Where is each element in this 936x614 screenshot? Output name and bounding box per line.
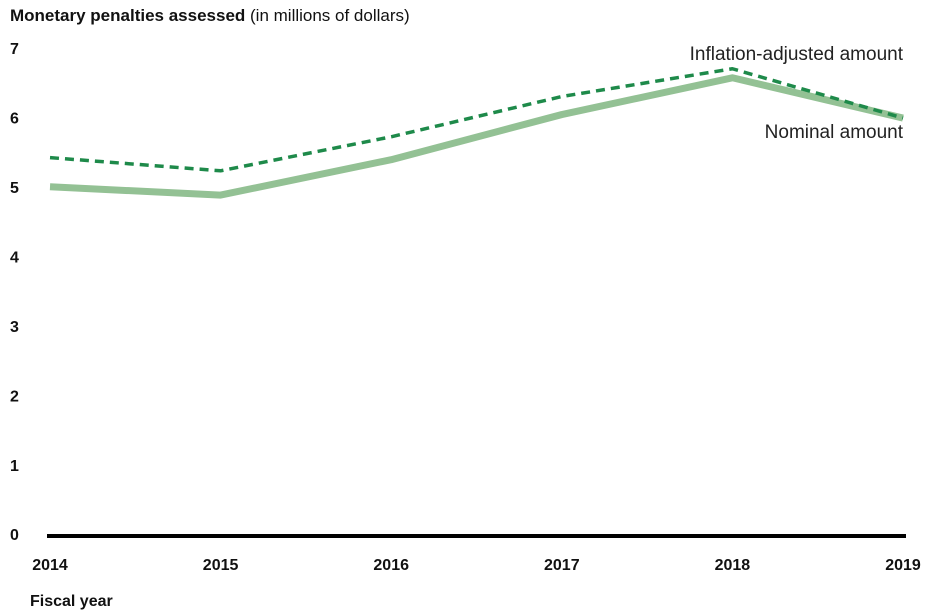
x-tick-label: 2019	[885, 557, 921, 574]
y-tick-label: 7	[10, 41, 19, 58]
chart-title-group: Monetary penalties assessed (in millions…	[10, 6, 410, 25]
y-tick-label: 5	[10, 180, 19, 197]
chart-title: Monetary penalties assessed	[10, 6, 245, 25]
series-label: Nominal amount	[765, 122, 904, 143]
series-line	[49, 74, 904, 199]
x-tick-label: 2018	[715, 557, 751, 574]
y-tick-label: 4	[10, 250, 19, 267]
y-tick-label: 6	[10, 111, 19, 128]
y-tick-label: 0	[10, 527, 19, 544]
y-tick-label: 1	[10, 458, 19, 475]
chart-title-note: (in millions of dollars)	[250, 6, 410, 25]
series-line	[49, 66, 904, 173]
x-tick-label: 2014	[32, 557, 68, 574]
y-tick-label: 3	[10, 319, 19, 336]
x-axis-label: Fiscal year	[30, 593, 113, 610]
y-tick-label: 2	[10, 388, 19, 405]
x-tick-label: 2015	[203, 557, 239, 574]
series-label: Inflation-adjusted amount	[690, 44, 904, 65]
x-tick-label: 2016	[373, 557, 409, 574]
x-tick-label: 2017	[544, 557, 580, 574]
